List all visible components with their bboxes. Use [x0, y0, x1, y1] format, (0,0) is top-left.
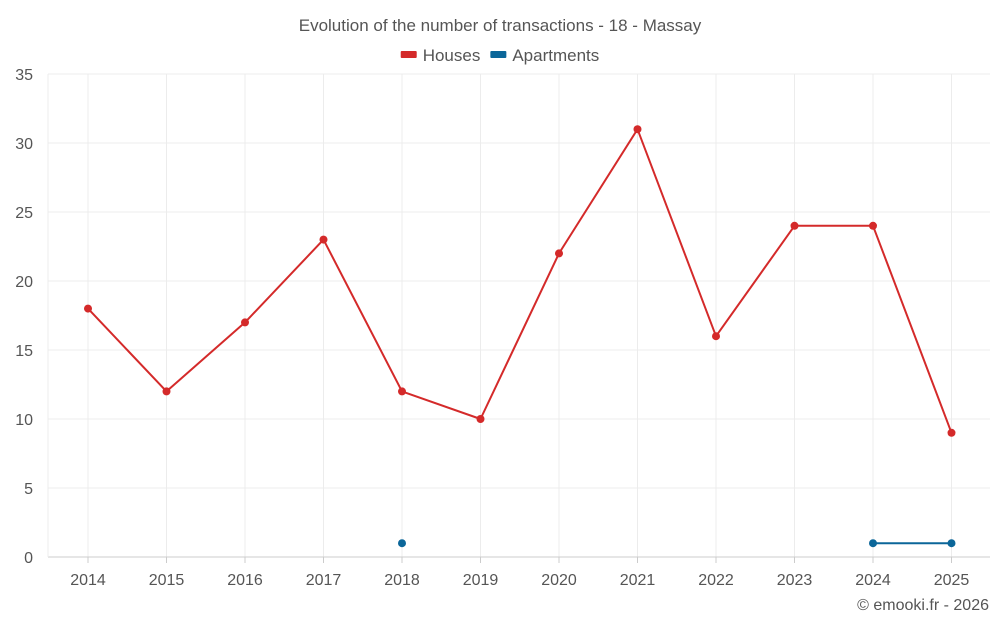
data-point-houses[interactable]: [712, 332, 720, 341]
legend-swatch: [490, 51, 507, 58]
x-tick-label: 2019: [463, 572, 499, 589]
y-tick-label: 15: [15, 343, 33, 360]
data-point-houses[interactable]: [319, 235, 328, 244]
data-point-houses[interactable]: [398, 387, 406, 396]
data-point-apartments[interactable]: [869, 539, 877, 548]
legend-item-apartments[interactable]: Apartments: [490, 46, 599, 65]
y-tick-label: 25: [15, 205, 33, 222]
y-tick-label: 5: [24, 481, 33, 498]
credit-text: © emooki.fr - 2026: [857, 597, 989, 614]
data-point-apartments[interactable]: [398, 539, 406, 548]
series-apartments: [398, 539, 956, 548]
data-point-houses[interactable]: [869, 221, 877, 230]
legend-label: Apartments: [512, 46, 599, 65]
legend-label: Houses: [423, 46, 481, 65]
x-tick-label: 2025: [934, 572, 970, 589]
series-houses: [84, 125, 956, 437]
x-tick-label: 2015: [149, 572, 185, 589]
series-layer: [84, 125, 956, 548]
data-point-houses[interactable]: [947, 428, 956, 437]
x-tick-label: 2023: [777, 572, 813, 589]
data-point-apartments[interactable]: [947, 539, 956, 548]
legend-item-houses[interactable]: Houses: [400, 46, 481, 65]
legend: Houses Apartments: [400, 46, 599, 65]
x-tick-label: 2016: [227, 572, 263, 589]
x-tick-label: 2024: [855, 572, 891, 589]
data-point-houses[interactable]: [84, 304, 92, 313]
x-tick-label: 2022: [698, 572, 734, 589]
y-tick-label: 30: [15, 136, 33, 153]
y-tick-label: 35: [15, 67, 33, 84]
grid: [48, 73, 990, 557]
x-tick-label: 2014: [70, 572, 106, 589]
x-tick-label: 2021: [620, 572, 656, 589]
data-point-houses[interactable]: [790, 221, 799, 230]
y-tick-label: 0: [24, 550, 33, 567]
data-point-houses[interactable]: [555, 249, 563, 258]
x-tick-label: 2020: [541, 572, 577, 589]
y-tick-label: 20: [15, 274, 33, 291]
data-point-houses[interactable]: [476, 415, 485, 423]
x-tick-label: 2017: [306, 572, 342, 589]
x-tick-label: 2018: [384, 572, 420, 589]
legend-swatch: [400, 51, 417, 58]
chart-title: Evolution of the number of transactions …: [299, 16, 702, 35]
series-line-houses: [87, 128, 953, 434]
data-point-houses[interactable]: [162, 387, 171, 396]
data-point-houses[interactable]: [241, 318, 249, 327]
data-point-houses[interactable]: [633, 125, 642, 134]
y-tick-label: 10: [15, 412, 33, 429]
